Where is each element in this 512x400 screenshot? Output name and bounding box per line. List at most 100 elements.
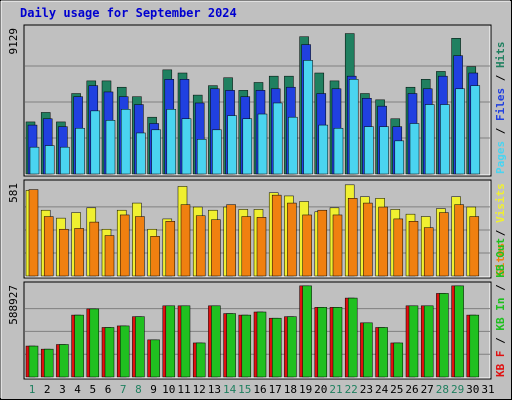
chart-title: Daily usage for September 2024 — [20, 6, 237, 20]
day-27 — [420, 79, 435, 175]
day-24 — [375, 327, 388, 378]
day-8 — [132, 316, 145, 378]
x-tick-label: 9 — [150, 383, 157, 396]
legend-pages: Pages — [494, 141, 507, 174]
day-18 — [284, 195, 297, 277]
day-9 — [147, 228, 160, 277]
x-tick-label: 10 — [162, 383, 175, 396]
x-tick-label: 26 — [405, 383, 418, 396]
day-30 — [466, 206, 480, 277]
bar-pages — [242, 118, 253, 175]
day-10 — [162, 69, 177, 175]
day-24 — [375, 198, 388, 277]
day-22 — [344, 297, 358, 378]
bar-kb-in — [89, 308, 100, 378]
x-tick-label: 12 — [193, 383, 206, 396]
bar-sites — [135, 216, 145, 277]
bar-kb-in — [393, 342, 404, 378]
x-tick-label: 24 — [375, 383, 389, 396]
day-23 — [360, 93, 374, 175]
x-tick-label: 1 — [29, 383, 36, 396]
day-22 — [344, 33, 359, 175]
x-tick-label: 23 — [360, 383, 373, 396]
bar-sites — [317, 209, 328, 277]
day-25 — [390, 342, 404, 378]
bar-pages — [288, 116, 298, 175]
legend-files: Files — [494, 88, 507, 121]
bar-kb-in — [74, 314, 84, 378]
bar-sites — [302, 214, 312, 277]
day-4 — [71, 212, 84, 277]
x-tick-label: 6 — [105, 383, 112, 396]
day-7 — [116, 86, 131, 175]
y-max-label: 588927 — [7, 285, 20, 325]
day-2 — [40, 112, 55, 175]
bar-sites — [195, 215, 206, 277]
legend-hits: Hits — [494, 42, 507, 69]
x-tick-label: 5 — [89, 383, 96, 396]
bar-pages — [90, 110, 101, 175]
bar-sites — [104, 235, 115, 277]
day-21 — [329, 307, 343, 378]
x-tick-label: 15 — [238, 383, 251, 396]
bar-sites — [378, 206, 388, 277]
bar-pages — [181, 118, 192, 175]
day-19 — [299, 201, 312, 277]
day-1 — [25, 345, 39, 378]
side-legend: Pages / Files / Hits — [494, 42, 507, 175]
bar-kb-in — [28, 345, 39, 378]
day-17 — [268, 317, 282, 378]
bar-pages — [105, 120, 116, 175]
bar-sites — [150, 236, 160, 277]
bar-sites — [43, 216, 54, 277]
day-16 — [253, 311, 267, 378]
bar-sites — [211, 219, 221, 277]
day-6 — [101, 80, 116, 175]
day-1 — [25, 121, 40, 175]
bar-kb-in — [378, 327, 388, 378]
bar-pages — [196, 139, 207, 175]
bar-pages — [166, 109, 177, 175]
day-22 — [344, 184, 358, 277]
day-14 — [223, 313, 236, 378]
bar-sites — [393, 218, 404, 277]
day-27 — [420, 305, 434, 378]
bar-kb-in — [211, 305, 221, 378]
day-5 — [86, 80, 101, 175]
day-19 — [299, 36, 313, 175]
bar-kb-in — [59, 344, 69, 378]
bar-pages — [364, 126, 374, 175]
x-tick-label: 18 — [284, 383, 297, 396]
day-3 — [56, 217, 69, 277]
bar-sites — [180, 204, 191, 277]
day-23 — [360, 196, 373, 277]
x-tick-label: 30 — [466, 383, 479, 396]
day-11 — [177, 186, 191, 277]
panel-hits: 9129 Pages / Files / Hits — [7, 24, 507, 177]
day-13 — [208, 85, 222, 175]
x-tick-label: 29 — [451, 383, 464, 396]
bar-sites — [28, 189, 39, 277]
day-11 — [177, 72, 192, 175]
x-tick-label: 11 — [177, 383, 190, 396]
bar-kb-in — [347, 297, 358, 378]
x-tick-label: 2 — [44, 383, 51, 396]
bar-sites — [423, 227, 434, 277]
bar-kb-in — [332, 307, 343, 378]
day-12 — [192, 94, 207, 175]
bar-pages — [60, 146, 70, 175]
day-28 — [436, 71, 450, 175]
bar-pages — [257, 113, 268, 175]
bar-sites — [332, 214, 343, 277]
x-tick-label: 17 — [269, 383, 282, 396]
y-max-label: 9129 — [7, 28, 20, 55]
bar-pages — [424, 104, 435, 175]
bar-sites — [89, 221, 100, 277]
bar-sites — [241, 216, 252, 277]
bar-kb-in — [317, 307, 328, 378]
panel-kbytes: 588927 KB F / KB In / KB Out — [7, 238, 507, 380]
bar-kb-in — [135, 316, 145, 378]
bar-pages — [75, 127, 85, 175]
bar-pages — [318, 124, 329, 175]
bar-sites — [287, 202, 297, 277]
